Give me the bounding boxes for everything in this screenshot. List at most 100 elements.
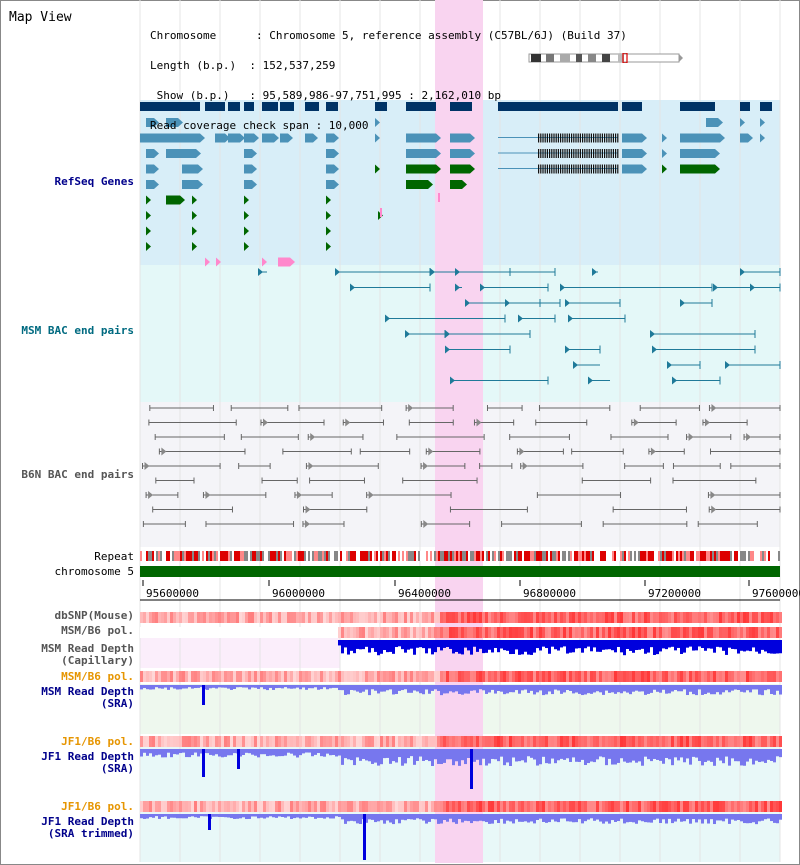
repeat-element bbox=[252, 551, 254, 561]
jf1-trim-depth-bar bbox=[503, 814, 506, 824]
msm-pol-sra-cell bbox=[326, 671, 329, 682]
jf1-trim-depth-bar bbox=[260, 814, 263, 818]
msm-capillary-depth-bar bbox=[665, 640, 668, 650]
msm-sra-depth-bar bbox=[176, 685, 179, 690]
refseq-gene-strand bbox=[334, 149, 339, 158]
jf1-trim-depth-bar bbox=[203, 814, 206, 817]
msm-pol-sra-cell bbox=[740, 671, 743, 682]
msm-pol-sra-cell bbox=[182, 671, 185, 682]
jf1-trim-depth-bar bbox=[170, 814, 173, 818]
repeat-element bbox=[456, 551, 458, 561]
b6n-bac-arrow bbox=[428, 447, 434, 456]
jf1-pol-trim-cell bbox=[356, 801, 359, 812]
gene-exon bbox=[608, 164, 610, 174]
jf1-trim-depth-bar bbox=[311, 814, 314, 817]
jf1-pol-trim-cell bbox=[638, 801, 641, 812]
repeat-element bbox=[378, 551, 380, 561]
repeat-element bbox=[336, 551, 338, 561]
msm-sra-depth-bar bbox=[185, 685, 188, 689]
msm-sra-depth-bar bbox=[410, 685, 413, 693]
msm-pol-sra-cell bbox=[488, 671, 491, 682]
jf1-pol-trim-cell bbox=[389, 801, 392, 812]
msm-pol-sra-cell bbox=[242, 671, 245, 682]
msm-pol-cell bbox=[389, 627, 392, 638]
msm-sra-depth-bar bbox=[569, 685, 572, 691]
dbsnp-density-cell bbox=[152, 612, 155, 623]
msm-pol-sra-cell bbox=[278, 671, 281, 682]
jf1-pol-cell bbox=[755, 736, 758, 747]
repeat-element bbox=[570, 551, 572, 561]
jf1-trim-depth-bar bbox=[356, 814, 359, 824]
dbsnp-density-cell bbox=[605, 612, 608, 623]
msm-sra-depth-bar bbox=[740, 685, 743, 692]
jf1-trim-depth-bar bbox=[305, 814, 308, 818]
msm-sra-depth-bar bbox=[374, 685, 377, 691]
repeat-element bbox=[622, 551, 624, 561]
jf1-pol-cell bbox=[743, 736, 746, 747]
jf1-pol-cell bbox=[251, 736, 254, 747]
jf1-trim-depth-bar bbox=[188, 814, 191, 817]
repeat-element bbox=[262, 551, 264, 561]
repeat-element bbox=[298, 551, 300, 561]
dbsnp-density-cell bbox=[521, 612, 524, 623]
msm-sra-depth-bar bbox=[476, 685, 479, 693]
msm-capillary-depth-bar bbox=[422, 640, 425, 649]
refseq-gene bbox=[406, 149, 436, 158]
msm-sra-depth-bar bbox=[290, 685, 293, 689]
repeat-element bbox=[168, 551, 170, 561]
msm-sra-depth-bar bbox=[140, 685, 143, 690]
msm-sra-depth-bar bbox=[458, 685, 461, 694]
refseq-gene bbox=[406, 164, 436, 174]
dbsnp-density-cell bbox=[488, 612, 491, 623]
gene-exon bbox=[579, 133, 581, 143]
jf1-sra-depth-bar bbox=[497, 749, 500, 762]
dbsnp-density-cell bbox=[761, 612, 764, 623]
msm-pol-cell bbox=[596, 627, 599, 638]
jf1-trim-depth-bar bbox=[509, 814, 512, 822]
msm-pol-sra-cell bbox=[212, 671, 215, 682]
jf1-sra-depth-bar bbox=[692, 749, 695, 757]
jf1-pol-cell bbox=[281, 736, 284, 747]
jf1-sra-depth-bar bbox=[620, 749, 623, 759]
jf1-pol-trim-cell bbox=[524, 801, 527, 812]
jf1-pol-cell bbox=[725, 736, 728, 747]
jf1-trim-depth-bar bbox=[542, 814, 545, 822]
jf1-trim-depth-bar bbox=[530, 814, 533, 822]
msm-sra-depth-bar bbox=[350, 685, 353, 690]
refseq-gene-strand bbox=[662, 133, 667, 143]
msm-sra-depth-bar bbox=[386, 685, 389, 691]
msm-bac-end bbox=[667, 361, 672, 369]
repeat-element bbox=[322, 551, 324, 561]
jf1-trim-depth-bar bbox=[728, 814, 731, 824]
msm-pol-sra-cell bbox=[557, 671, 560, 682]
msm-sra-depth-bar bbox=[611, 685, 614, 693]
jf1-trim-depth-bar bbox=[491, 814, 494, 824]
msm-sra-depth-bar bbox=[266, 685, 269, 691]
repeat-element bbox=[546, 551, 548, 561]
repeat-element bbox=[316, 551, 318, 561]
msm-pol-sra-cell bbox=[161, 671, 164, 682]
msm-pol-sra-cell bbox=[305, 671, 308, 682]
dbsnp-density-cell bbox=[281, 612, 284, 623]
chromosome-ideogram[interactable] bbox=[528, 53, 683, 63]
jf1-pol-cell bbox=[155, 736, 158, 747]
dbsnp-density-cell bbox=[434, 612, 437, 623]
jf1-pol-cell bbox=[659, 736, 662, 747]
msm-pol-sra-cell bbox=[440, 671, 443, 682]
repeat-element bbox=[778, 551, 780, 561]
gene-exon bbox=[601, 133, 603, 143]
jf1-sra-depth-bar bbox=[476, 749, 479, 760]
gene-exon bbox=[546, 133, 548, 143]
msm-bac-end bbox=[592, 268, 597, 276]
dbsnp-density-cell bbox=[389, 612, 392, 623]
jf1-trim-depth-bar bbox=[764, 814, 767, 820]
refseq-gene bbox=[326, 133, 334, 143]
jf1-sra-depth-bar bbox=[185, 749, 188, 758]
jf1-pol-trim-cell bbox=[509, 801, 512, 812]
repeat-element bbox=[542, 551, 544, 561]
msm-pol-sra-cell bbox=[434, 671, 437, 682]
dbsnp-density-cell bbox=[200, 612, 203, 623]
msm-pol-cell bbox=[491, 627, 494, 638]
refseq-gene-strand bbox=[715, 164, 720, 174]
